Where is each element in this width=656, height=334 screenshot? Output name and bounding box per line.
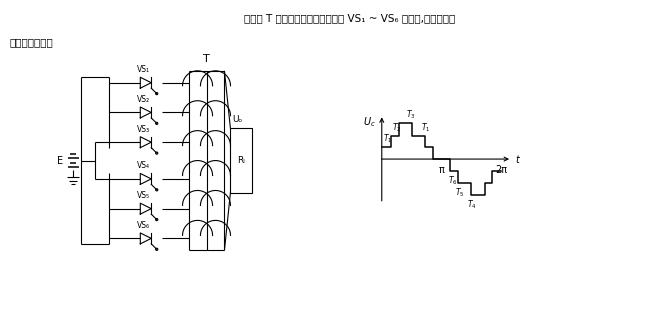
Text: $T_1$: $T_1$ [383, 133, 392, 145]
Text: $T_5$: $T_5$ [455, 187, 465, 199]
Text: VS₅: VS₅ [137, 191, 150, 200]
Text: VS₁: VS₁ [137, 65, 150, 74]
Text: VS₆: VS₆ [137, 221, 150, 230]
Text: VS₄: VS₄ [137, 161, 150, 170]
Text: $T_4$: $T_4$ [466, 199, 476, 211]
Text: $T_2$: $T_2$ [392, 121, 401, 134]
Text: VS₂: VS₂ [137, 95, 150, 104]
Text: 2π: 2π [495, 165, 507, 175]
Text: $T_6$: $T_6$ [447, 175, 457, 187]
Text: 逆变器主电路。: 逆变器主电路。 [9, 37, 53, 47]
Text: $U_c$: $U_c$ [363, 116, 376, 129]
Text: T: T [203, 54, 210, 64]
Text: VS₃: VS₃ [137, 125, 150, 134]
Text: $t$: $t$ [515, 153, 521, 165]
Text: 变压器 T 的六个抽头与单向晶闸管 VS₁ ~ VS₆ 相连接,组成晶闸管: 变压器 T 的六个抽头与单向晶闸管 VS₁ ~ VS₆ 相连接,组成晶闸管 [244, 13, 455, 23]
Text: π: π [439, 165, 445, 175]
Text: Rₗ: Rₗ [237, 156, 245, 165]
Bar [230, 128, 253, 193]
Text: E: E [57, 156, 63, 166]
Text: Uₒ: Uₒ [232, 115, 243, 124]
Text: $T_1$: $T_1$ [421, 121, 430, 134]
Text: $T_3$: $T_3$ [406, 109, 415, 121]
